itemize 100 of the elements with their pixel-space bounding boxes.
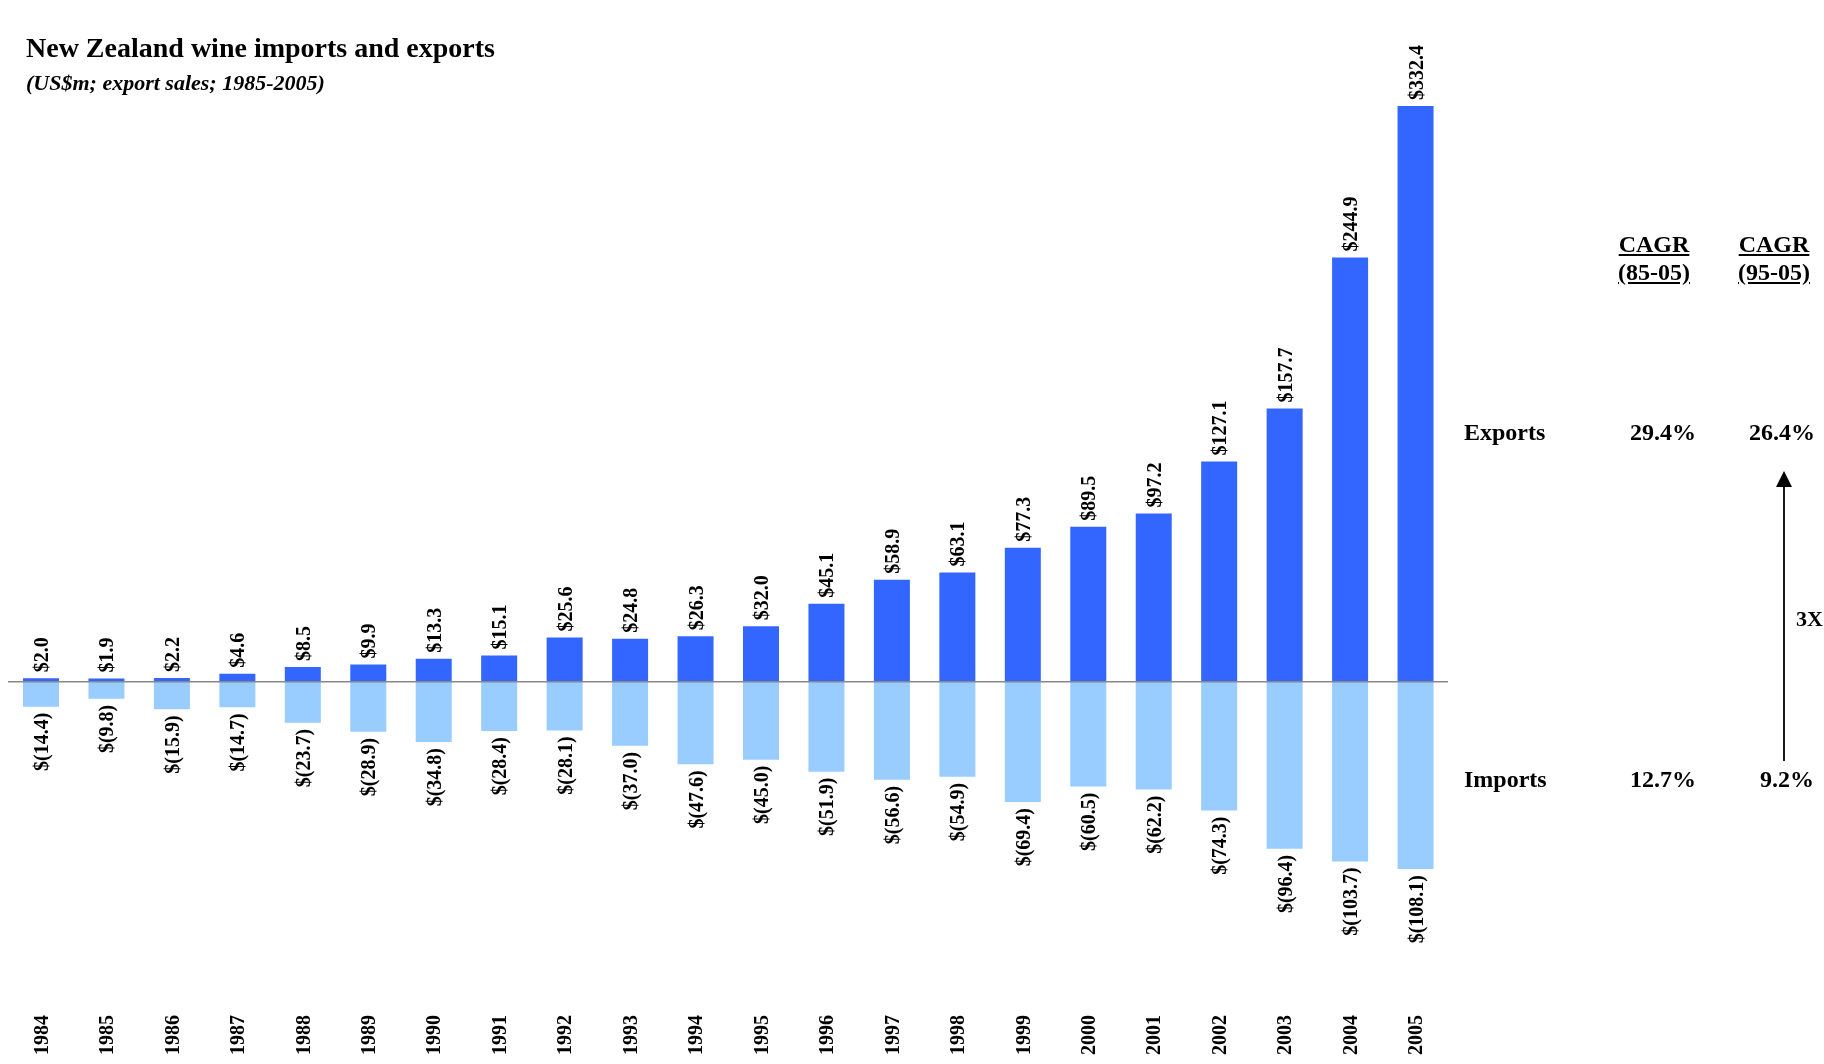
bar: [1201, 461, 1238, 682]
data-label: $(9.8): [95, 704, 119, 754]
bar: [1332, 257, 1369, 682]
data-label: $97.2: [1142, 462, 1165, 508]
data-label: $58.9: [880, 528, 903, 574]
data-label: $(96.4): [1273, 854, 1297, 914]
bar: [873, 681, 910, 780]
bar: [743, 626, 779, 682]
data-label: $15.1: [488, 604, 511, 650]
data-label: $8.5: [291, 626, 314, 662]
bar: [415, 681, 452, 743]
data-label: $9.9: [357, 623, 380, 659]
bar: [1004, 547, 1041, 682]
data-label: $2.0: [30, 637, 52, 673]
bar: [1332, 681, 1369, 862]
data-label: $(60.5): [1077, 792, 1101, 851]
bar: [1135, 681, 1172, 790]
bar: [546, 637, 583, 682]
data-label: $4.6: [226, 632, 249, 668]
x-tick-label: 1995: [749, 1015, 772, 1055]
bar: [23, 681, 59, 707]
bar: [481, 655, 518, 682]
x-tick-label: 1988: [291, 1015, 314, 1055]
data-label: $2.2: [160, 636, 183, 672]
data-label: $(34.8): [422, 748, 446, 807]
data-label: $(28.9): [357, 737, 381, 797]
data-label: $1.9: [95, 637, 118, 673]
x-tick-label: 1986: [160, 1015, 183, 1055]
bar: [1135, 513, 1172, 682]
data-label: $(56.6): [880, 785, 904, 845]
x-tick-label: 2002: [1207, 1015, 1230, 1055]
data-label: $24.8: [619, 587, 642, 633]
data-label: $(103.7): [1339, 867, 1363, 936]
data-label: $(14.4): [30, 712, 53, 772]
data-label: $63.1: [946, 521, 969, 567]
x-tick-label: 1996: [815, 1015, 838, 1055]
x-tick-label: 2000: [1077, 1015, 1099, 1055]
bar: [1397, 681, 1434, 869]
bar: [1070, 526, 1107, 682]
data-label: $332.4: [1404, 45, 1427, 100]
bar: [219, 681, 256, 708]
x-tick-label: 1994: [684, 1015, 707, 1055]
bar: [415, 658, 452, 682]
data-label: $(69.4): [1011, 807, 1035, 867]
bar: [743, 681, 779, 760]
data-label: $(62.2): [1142, 795, 1166, 854]
data-label: $26.3: [684, 585, 707, 631]
data-label: $(54.9): [946, 782, 970, 842]
bar: [350, 681, 387, 732]
text: CAGR (95-05): [1738, 230, 1810, 286]
data-label: $(51.9): [815, 777, 839, 836]
data-label: $127.1: [1208, 400, 1231, 456]
bar: [1397, 106, 1434, 682]
text: Exports: [1464, 419, 1546, 446]
bar: [284, 667, 321, 682]
text: 3X: [1796, 606, 1823, 632]
data-label: $(37.0): [619, 751, 643, 811]
bar: [677, 636, 714, 682]
data-label: $(28.4): [488, 736, 512, 796]
data-label: $25.6: [553, 586, 576, 632]
bar: [808, 681, 845, 772]
data-label: $(108.1): [1404, 875, 1428, 944]
x-tick-label: 1989: [357, 1015, 379, 1055]
x-tick-label: 2001: [1142, 1015, 1165, 1055]
bar: [808, 603, 845, 682]
data-label: $(28.1): [553, 736, 577, 795]
text: Imports: [1464, 766, 1547, 793]
x-tick-label: 2005: [1404, 1015, 1427, 1055]
text: 12.7%: [1630, 766, 1696, 793]
x-tick-label: 1999: [1011, 1015, 1034, 1055]
data-label: $(74.3): [1208, 816, 1232, 875]
data-label: $77.3: [1011, 496, 1034, 542]
data-label: $(14.7): [226, 713, 250, 772]
bar: [939, 572, 976, 682]
bar: [873, 579, 910, 682]
data-label: $(45.0): [750, 765, 773, 825]
bar: [350, 664, 387, 682]
bar: [677, 681, 714, 765]
x-tick-label: 2003: [1273, 1015, 1296, 1055]
data-label: $32.0: [750, 575, 772, 621]
x-tick-label: 1987: [226, 1015, 249, 1055]
x-tick-label: 1985: [95, 1015, 118, 1055]
text: 26.4%: [1749, 419, 1815, 446]
text: CAGR (85-05): [1618, 230, 1690, 286]
data-label: $(23.7): [291, 728, 315, 788]
x-tick-label: 1992: [553, 1015, 576, 1055]
bar: [1266, 681, 1303, 849]
bar: [153, 681, 190, 710]
text: 29.4%: [1630, 419, 1696, 446]
bar: [939, 681, 976, 777]
x-tick-label: 1993: [618, 1015, 641, 1055]
chart-title: New Zealand wine imports and exports: [26, 32, 496, 64]
data-label: $(15.9): [160, 715, 184, 774]
bar: [546, 681, 583, 731]
text: 9.2%: [1760, 766, 1814, 793]
x-tick-label: 1990: [422, 1015, 445, 1055]
data-label: $157.7: [1273, 347, 1296, 403]
bar: [1070, 681, 1107, 787]
bar: [88, 678, 125, 682]
x-tick-label: 2004: [1338, 1015, 1361, 1055]
